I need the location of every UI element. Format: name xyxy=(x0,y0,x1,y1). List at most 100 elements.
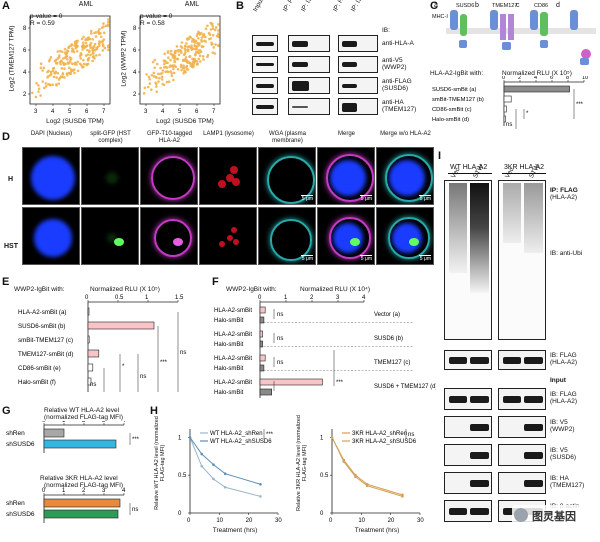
scatter-point xyxy=(102,31,106,35)
sig-label: ns xyxy=(140,374,146,380)
group-label: SUSD6 + TMEM127 (d) xyxy=(374,384,436,390)
bar xyxy=(43,509,119,519)
label-susd6: SUSD6 xyxy=(456,3,475,9)
ib-row-4: anti-HA (TMEM127) xyxy=(382,99,417,113)
puncta xyxy=(409,238,419,246)
row-label: CD86-smBit (e) xyxy=(18,365,61,372)
y-tick-label: 4 xyxy=(23,70,27,76)
micrograph-hst-2 xyxy=(140,207,198,265)
scatter-point xyxy=(200,31,203,35)
row-label: Halo-smBit xyxy=(214,366,244,372)
x-tick-label: 0 xyxy=(502,76,505,81)
scatter-point xyxy=(191,63,195,66)
scatter-point xyxy=(83,46,86,50)
input-blot-1-0 xyxy=(444,416,492,438)
sig-label: * xyxy=(122,364,125,370)
scatter-point xyxy=(166,51,170,54)
scatter-point xyxy=(209,21,213,25)
channel-label: split-GFP (HST complex) xyxy=(90,131,131,144)
x-tick-label: 0.5 xyxy=(115,295,124,301)
h-xlabel-1: Treatment (hrs) xyxy=(212,527,258,534)
band xyxy=(524,396,543,403)
scatter-point xyxy=(150,73,154,77)
scatter-point xyxy=(76,44,79,48)
scatter-point xyxy=(96,45,99,49)
micrograph-hst-1 xyxy=(81,207,139,265)
scatter-point xyxy=(99,35,103,39)
legend-label: WT HLA-A2_shRen xyxy=(210,431,263,437)
scatter-point xyxy=(44,82,48,85)
blot-ipflag-wwp2 xyxy=(288,56,330,73)
scatter-point xyxy=(213,52,217,55)
panel-d: DAPI (Nucleus) split-GFP (HST complex) GFP… xyxy=(0,131,436,271)
band xyxy=(503,396,521,403)
cell-signal xyxy=(270,219,312,261)
scatter-point xyxy=(49,73,52,77)
micrograph-h-2 xyxy=(140,147,198,205)
scatter-point xyxy=(176,68,180,71)
bar xyxy=(259,306,266,314)
scatter-point xyxy=(194,52,197,56)
x-tick-label: 3 xyxy=(144,109,148,115)
scatter-point xyxy=(173,51,177,55)
scatter-point xyxy=(66,58,69,61)
scatter-title-2: AML xyxy=(184,1,200,8)
input-blot-0-0 xyxy=(444,388,492,410)
x-tick-label: 1 xyxy=(62,488,66,494)
input-row-sublabel: (HLA-A2) xyxy=(550,398,578,405)
scale-bar-label: 5 μm xyxy=(301,196,313,202)
blot-input-hla xyxy=(252,35,278,52)
row-label: SUSD6-smBit (b) xyxy=(18,323,65,330)
h-ylabel-2: Relative 3KR HLA-A2 level (normalized FL… xyxy=(296,415,308,511)
scatter-point xyxy=(86,62,90,66)
scatter-point xyxy=(170,53,174,57)
scatter-point xyxy=(91,38,94,41)
mhc-chain-d xyxy=(570,10,578,30)
x-tick-label: 2 xyxy=(518,76,521,81)
scatter-point xyxy=(63,47,67,51)
scatter-point xyxy=(156,72,160,76)
label-tmem127: TMEM127 xyxy=(492,3,518,9)
scatter-point xyxy=(89,41,93,45)
label-cd86: CD86 xyxy=(534,3,549,9)
row-label: HLA-A2-smBit xyxy=(214,380,252,386)
scatter-point xyxy=(217,23,220,26)
f-ylabel: WWP2-IgBit with: xyxy=(226,286,277,293)
scatter-point xyxy=(180,41,184,44)
label-mhc: MHC-I xyxy=(432,14,448,20)
x-tick-label: 10 xyxy=(358,518,365,524)
y-tick-label: 2 xyxy=(133,92,137,98)
scatter-point xyxy=(57,78,61,81)
scatter-point xyxy=(214,43,217,46)
scatter-point xyxy=(163,52,167,56)
bar-charts-g: 0 1 2 3 4 shRen shSUSD6 *** 0 1 2 3 4 shRen shSUSD6 ns xyxy=(6,421,140,523)
panel-label-d: D xyxy=(2,131,10,143)
scale-bar xyxy=(419,195,431,196)
row-label: HLA-A2-smBit xyxy=(214,332,252,338)
scatter-point xyxy=(153,66,156,70)
panel-b: Input IP: FLAG IP: ISO IP: HA IP: ISO IB… xyxy=(236,0,428,128)
scale-bar-label: 5 μm xyxy=(360,256,372,262)
bar xyxy=(87,307,90,316)
scatter-point xyxy=(199,50,203,54)
scatter-point xyxy=(75,49,79,53)
scatter-point xyxy=(59,62,62,66)
bar-chart-e: 0 0.5 1 1.5 HLA-A2-smBit (a) SUSD6-smBit (b) s… xyxy=(18,295,186,392)
ib-flag-ip-2: (HLA-A2) xyxy=(550,359,578,366)
lane-ip-flag: IP: FLAG xyxy=(282,0,301,13)
scatter-point xyxy=(68,66,71,70)
scatter-point xyxy=(197,51,201,55)
scatter-point xyxy=(217,32,220,35)
bit-a xyxy=(459,40,467,48)
scatter-point xyxy=(76,69,80,73)
x-tick-label: 2 xyxy=(82,488,86,494)
x-tick-label: 0 xyxy=(42,421,46,424)
scatter-point xyxy=(180,68,183,72)
row-label: shRen xyxy=(6,430,25,437)
micrograph-hst-0 xyxy=(22,207,80,265)
scatter-point xyxy=(211,51,215,54)
input-row-label: IB: HA xyxy=(550,475,569,482)
h-ylabel-1: Relative WT HLA-A2 level (normalized FLA… xyxy=(154,416,166,510)
bar xyxy=(259,340,263,348)
scale-bar xyxy=(360,195,372,196)
